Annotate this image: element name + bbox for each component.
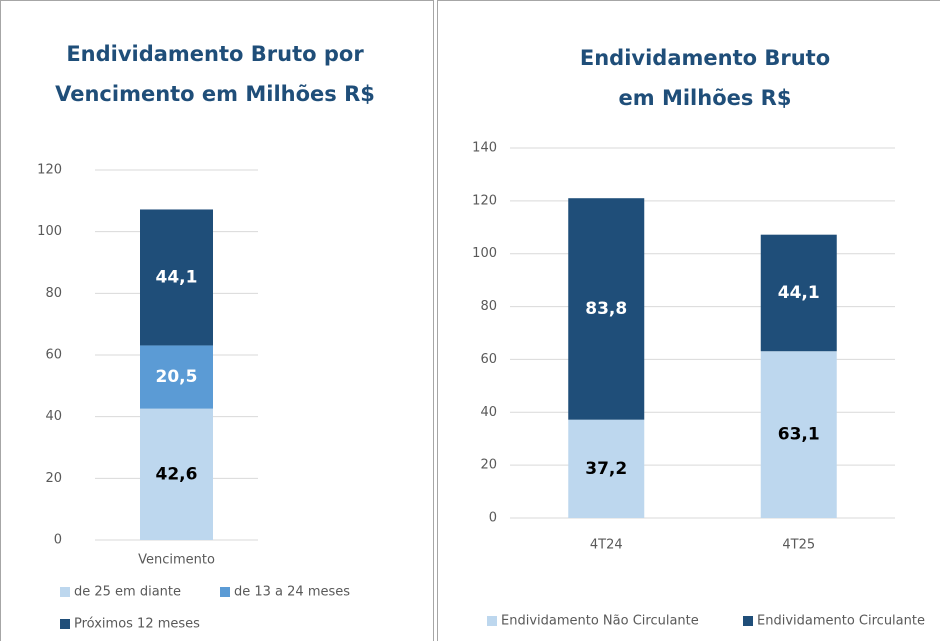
bar-segment — [760, 351, 837, 518]
bar-segment — [140, 209, 213, 346]
y-tick-label: 120 — [472, 193, 497, 208]
y-tick-label: 0 — [489, 511, 497, 526]
data-label: 20,5 — [156, 367, 198, 387]
y-tick-label: 40 — [45, 409, 62, 424]
legend-swatch — [487, 616, 497, 626]
legend-label: Próximos 12 meses — [74, 617, 200, 632]
x-tick-label: 4T25 — [782, 538, 815, 553]
y-tick-label: 60 — [480, 352, 497, 367]
legend-swatch — [743, 616, 753, 626]
legend-swatch — [60, 619, 70, 629]
legend-label: Endividamento Não Circulante — [501, 614, 699, 629]
legend-label: Endividamento Circulante — [757, 614, 925, 629]
bar-segment — [760, 234, 837, 352]
data-label: 44,1 — [778, 283, 820, 303]
legend-label: de 13 a 24 meses — [234, 585, 350, 600]
data-label: 42,6 — [156, 464, 198, 484]
legend-swatch — [60, 587, 70, 597]
panel — [0, 0, 434, 641]
bar-segment — [140, 345, 213, 409]
chart-title: Endividamento Bruto em Milhões R$ — [579, 46, 831, 110]
legend-label: de 25 em diante — [74, 585, 181, 600]
y-tick-label: 20 — [45, 471, 62, 486]
y-tick-label: 60 — [45, 348, 62, 363]
y-tick-label: 100 — [472, 246, 497, 261]
bar-segment — [568, 198, 645, 420]
y-tick-label: 20 — [480, 458, 497, 473]
bar-segment — [140, 408, 213, 540]
bar-segment — [568, 419, 645, 518]
y-tick-label: 120 — [37, 163, 62, 178]
x-tick-label: 4T24 — [590, 538, 623, 553]
data-label: 37,2 — [585, 459, 627, 479]
chart-title: Endividamento Bruto por Vencimento em Mi… — [55, 42, 375, 106]
panel — [437, 0, 940, 641]
data-label: 83,8 — [585, 299, 627, 319]
data-label: 63,1 — [778, 425, 820, 445]
y-tick-label: 80 — [45, 286, 62, 301]
y-tick-label: 40 — [480, 405, 497, 420]
y-tick-label: 140 — [472, 141, 497, 156]
y-tick-label: 80 — [480, 299, 497, 314]
x-tick-label: Vencimento — [138, 553, 215, 568]
legend-swatch — [220, 587, 230, 597]
y-tick-label: 0 — [54, 533, 62, 548]
y-tick-label: 100 — [37, 224, 62, 239]
data-label: 44,1 — [156, 267, 198, 287]
